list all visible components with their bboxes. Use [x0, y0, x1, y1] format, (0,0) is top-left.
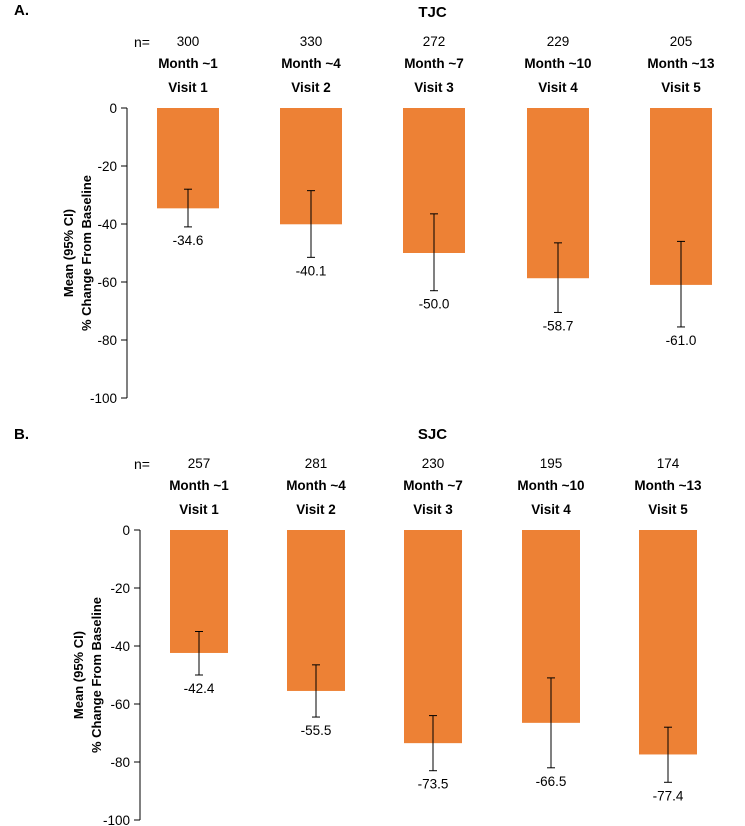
y-tick-label: -80 [97, 333, 117, 348]
visit-label: Visit 4 [531, 502, 571, 517]
month-label: Month ~13 [647, 56, 715, 71]
y-tick-label: -20 [97, 159, 117, 174]
data-label: -34.6 [173, 233, 204, 248]
data-label: -61.0 [666, 333, 697, 348]
n-count-label: 229 [546, 34, 570, 49]
n-prefix: n= [134, 34, 150, 50]
panel-label: B. [14, 426, 29, 443]
visit-label: Visit 1 [179, 502, 219, 517]
n-count-label: 195 [539, 456, 563, 471]
month-label: Month ~7 [404, 56, 464, 71]
month-label: Month ~1 [158, 56, 218, 71]
n-count-label: 272 [422, 34, 446, 49]
month-label: Month ~10 [517, 478, 585, 493]
panel-label: A. [14, 2, 29, 19]
bar [639, 530, 697, 755]
error-bar [430, 213, 438, 292]
y-tick-label: -60 [110, 697, 130, 712]
data-label: -55.5 [301, 723, 332, 738]
chart-title: TJC [418, 4, 447, 21]
error-bar [547, 677, 555, 769]
month-label: Month ~4 [286, 478, 346, 493]
month-label: Month ~4 [281, 56, 341, 71]
bar [287, 530, 345, 691]
error-bar [307, 190, 315, 258]
n-count-label: 330 [299, 34, 323, 49]
month-label: Month ~13 [634, 478, 702, 493]
chart-panel-sjc: B. SJC n= 257 Month ~1 Visit 1 281 Month ~4 V… [0, 422, 745, 826]
visit-label: Visit 2 [296, 502, 336, 517]
chart-panel-tjc: A. TJC n= 300 Month ~1 Visit 1 330 Month ~4 V… [0, 0, 745, 412]
data-label: -58.7 [543, 318, 574, 333]
month-label: Month ~7 [403, 478, 463, 493]
visit-label: Visit 3 [414, 80, 454, 95]
data-label: -50.0 [419, 297, 450, 312]
data-label: -77.4 [653, 788, 684, 803]
bar [404, 530, 462, 744]
error-bar [429, 715, 437, 772]
month-label: Month ~1 [169, 478, 229, 493]
n-count-label: 205 [669, 34, 693, 49]
error-bar [184, 188, 192, 228]
error-bar [312, 664, 320, 718]
visit-label: Visit 5 [648, 502, 688, 517]
y-tick-label: -100 [103, 813, 130, 826]
y-tick-label: -20 [110, 581, 130, 596]
data-label: -73.5 [418, 777, 449, 792]
visit-label: Visit 4 [538, 80, 578, 95]
visit-label: Visit 3 [413, 502, 453, 517]
y-tick-label: -40 [110, 639, 130, 654]
chart-plot: 0 -20 -40 -60 -80 -100 -34.6 -40.1 -50.0 -58.7 -61… [90, 101, 712, 406]
error-bar [677, 240, 685, 328]
y-tick-label: -40 [97, 217, 117, 232]
y-tick-label: -100 [90, 391, 117, 406]
visit-label: Visit 2 [291, 80, 331, 95]
error-bar [195, 631, 203, 676]
y-tick-label: -60 [97, 275, 117, 290]
n-count-label: 300 [176, 34, 200, 49]
n-count-label: 257 [187, 456, 211, 471]
error-bar [554, 242, 562, 313]
month-label: Month ~10 [524, 56, 592, 71]
n-prefix: n= [134, 456, 150, 472]
chart-title: SJC [417, 426, 448, 443]
visit-label: Visit 5 [661, 80, 701, 95]
visit-label: Visit 1 [168, 80, 208, 95]
chart-plot: 0 -20 -40 -60 -80 -100 -42.4 -55.5 -73.5 -66.5 -77… [103, 523, 697, 826]
y-tick-label: 0 [109, 101, 117, 116]
y-tick-label: -80 [110, 755, 130, 770]
n-count-label: 230 [421, 456, 445, 471]
n-count-label: 174 [656, 456, 680, 471]
data-label: -40.1 [296, 263, 327, 278]
data-label: -66.5 [536, 774, 567, 789]
error-bar [664, 726, 672, 783]
y-tick-label: 0 [122, 523, 130, 538]
data-label: -42.4 [184, 681, 215, 696]
n-count-label: 281 [304, 456, 328, 471]
